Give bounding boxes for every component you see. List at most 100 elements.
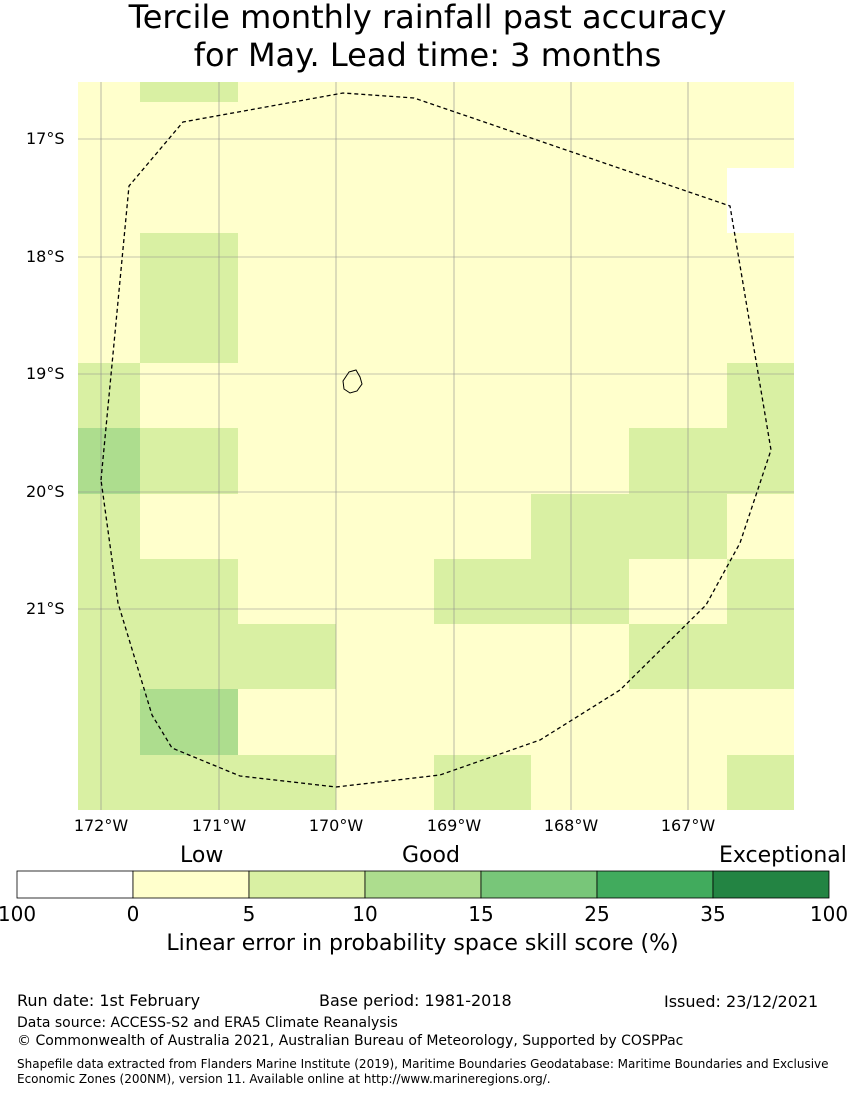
grid-cell [78,494,140,559]
grid-cell [434,755,531,810]
grid-cell [238,82,336,102]
grid-cell [140,559,238,624]
grid-cell [336,363,434,428]
category-exceptional: Exceptional [719,843,847,868]
lat-label-18s: 18°S [26,247,65,266]
colorbar-tick: 100 [0,902,37,926]
grid-cell [434,559,531,624]
grid-cell [434,298,531,363]
shapefile-credit: Shapefile data extracted from Flanders M… [17,1057,829,1086]
grid-cell [238,624,336,689]
colorbar-tick: 0 [126,902,140,926]
grid-cell [629,428,727,494]
lat-label-17s: 17°S [26,129,65,148]
lon-label-169w: 169°W [426,816,482,835]
grid-cell [78,233,140,298]
grid-cell [629,755,727,810]
lon-label-167w: 167°W [660,816,716,835]
grid-cell [336,755,434,810]
grid-cell [78,82,140,102]
grid-cell [629,363,727,428]
lat-label-20s: 20°S [26,482,65,501]
grid-cell [238,233,336,298]
graticule [78,82,794,810]
colorbar-tick: 15 [468,902,494,926]
grid-cell [531,298,629,363]
grid-cell [727,82,794,102]
grid-cell [727,102,794,168]
colorbar-segment [16,870,134,899]
grid-cell [238,689,336,755]
colorbar-tick: 10 [352,902,378,926]
grid-cell [140,82,238,102]
grid-cell [78,298,140,363]
grid-cell [531,168,629,233]
lat-label-21s: 21°S [26,599,65,618]
grid-cell [629,559,727,624]
grid-cell [336,168,434,233]
grid-cell [434,233,531,298]
grid-cell [531,755,629,810]
grid-cell [78,755,140,810]
grid-cell [78,168,140,233]
grid-cell [629,624,727,689]
skill-grid [78,82,794,810]
colorbar-tick: 25 [584,902,610,926]
grid-cell [434,363,531,428]
grid-cell [78,559,140,624]
colorbar-segment [480,870,598,899]
colorbar-tick: 100 [809,902,849,926]
colorbar-segment [596,870,714,899]
lon-label-171w: 171°W [191,816,247,835]
map-title: Tercile monthly rainfall past accuracy f… [0,0,855,74]
grid-cell [727,168,794,233]
grid-cell [727,363,794,428]
grid-cell [140,168,238,233]
grid-cell [629,298,727,363]
colorbar-segment [364,870,482,899]
issued-date: Issued: 23/12/2021 [664,992,819,1011]
grid-cell [238,428,336,494]
category-low: Low [180,843,224,868]
grid-cell [434,82,531,102]
lon-label-168w: 168°W [543,816,599,835]
grid-cell [336,689,434,755]
grid-cell [336,233,434,298]
title-line-1: Tercile monthly rainfall past accuracy [128,0,727,36]
grid-cell [336,559,434,624]
grid-cell [531,559,629,624]
lon-label-170w: 170°W [308,816,364,835]
niue-island [342,369,363,394]
colorbar-title: Linear error in probability space skill … [166,931,679,956]
grid-cell [434,624,531,689]
grid-cell [140,233,238,298]
data-source: Data source: ACCESS-S2 and ERA5 Climate … [17,1015,398,1031]
category-good: Good [402,843,460,868]
grid-cell [140,298,238,363]
grid-cell [140,428,238,494]
grid-cell [140,102,238,168]
grid-cell [434,689,531,755]
grid-cell [336,298,434,363]
grid-cell [140,755,238,810]
grid-cell [140,624,238,689]
grid-cell [336,494,434,559]
eez-boundary [100,92,772,788]
colorbar-tick: 5 [242,902,256,926]
grid-cell [238,559,336,624]
grid-cell [727,494,794,559]
grid-cell [531,494,629,559]
grid-cell [140,689,238,755]
title-line-2: for May. Lead time: 3 months [193,36,662,74]
grid-cell [727,298,794,363]
colorbar-segment [712,870,830,899]
grid-cell [336,624,434,689]
grid-cell [238,363,336,428]
grid-cell [629,102,727,168]
grid-cell [531,233,629,298]
grid-cell [629,168,727,233]
grid-cell [336,428,434,494]
grid-cell [238,298,336,363]
grid-cell [629,494,727,559]
colorbar-tick: 35 [700,902,726,926]
